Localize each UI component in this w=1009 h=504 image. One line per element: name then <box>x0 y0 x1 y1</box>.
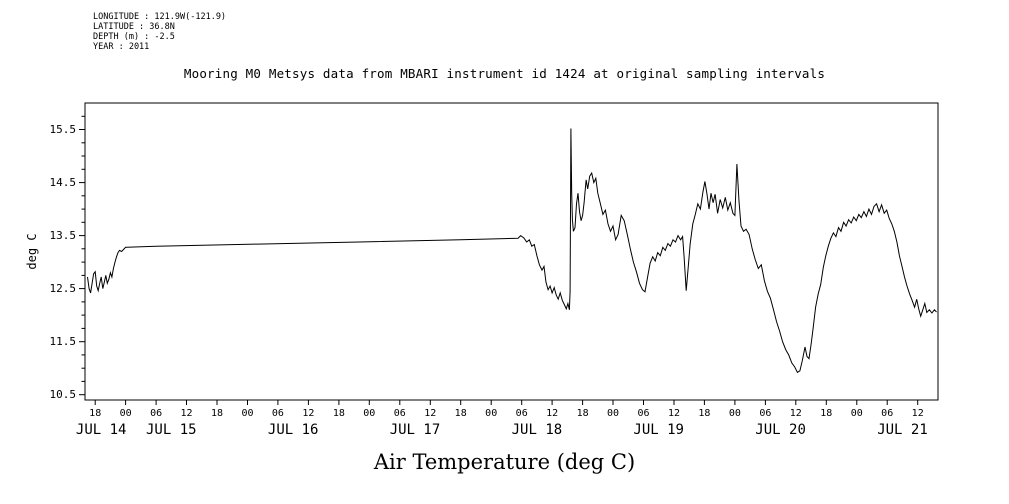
svg-text:18: 18 <box>89 408 101 419</box>
y-axis-title: deg C <box>25 233 39 269</box>
svg-text:00: 00 <box>241 408 253 419</box>
svg-text:06: 06 <box>759 408 771 419</box>
svg-text:00: 00 <box>485 408 497 419</box>
svg-text:10.5: 10.5 <box>50 388 77 401</box>
svg-text:06: 06 <box>637 408 649 419</box>
svg-text:JUL 15: JUL 15 <box>146 422 197 438</box>
svg-text:06: 06 <box>150 408 162 419</box>
svg-text:JUL 17: JUL 17 <box>390 422 441 438</box>
meta-longitude: LONGITUDE : 121.9W(-121.9) <box>93 12 227 22</box>
svg-text:18: 18 <box>455 408 467 419</box>
meta-depth: DEPTH (m) : -2.5 <box>93 32 175 42</box>
meta-year: YEAR : 2011 <box>93 42 150 52</box>
x-axis-hour-labels: 18 00 06 12 18 00 06 12 18 00 06 12 18 00 06 12 18 00 06 12… <box>89 408 924 419</box>
svg-text:06: 06 <box>516 408 528 419</box>
svg-text:00: 00 <box>607 408 619 419</box>
temperature-trace <box>87 128 937 374</box>
svg-text:12: 12 <box>424 408 436 419</box>
svg-text:13.5: 13.5 <box>50 229 77 242</box>
svg-text:06: 06 <box>394 408 406 419</box>
svg-text:18: 18 <box>333 408 345 419</box>
svg-text:12: 12 <box>180 408 192 419</box>
svg-text:JUL 20: JUL 20 <box>755 422 806 438</box>
svg-text:00: 00 <box>851 408 863 419</box>
svg-text:12: 12 <box>302 408 314 419</box>
svg-text:JUL 19: JUL 19 <box>633 422 684 438</box>
svg-text:18: 18 <box>698 408 710 419</box>
svg-text:00: 00 <box>729 408 741 419</box>
svg-text:00: 00 <box>363 408 375 419</box>
y-axis-tick-labels: 10.5 11.5 12.5 13.5 14.5 15.5 <box>50 123 77 401</box>
svg-text:12: 12 <box>668 408 680 419</box>
meta-latitude: LATITUDE : 36.8N <box>93 22 175 32</box>
svg-text:12: 12 <box>912 408 924 419</box>
svg-text:12: 12 <box>790 408 802 419</box>
chart-title: Mooring M0 Metsys data from MBARI instru… <box>183 66 826 81</box>
chart-caption: Air Temperature (deg C) <box>373 450 636 474</box>
svg-text:12.5: 12.5 <box>50 282 77 295</box>
plot-box <box>84 102 939 401</box>
svg-text:06: 06 <box>881 408 893 419</box>
svg-text:06: 06 <box>272 408 284 419</box>
x-axis-day-labels: JUL 14 JUL 15 JUL 16 JUL 17 JUL 18 JUL 19 JUL … <box>76 422 928 438</box>
svg-text:JUL 16: JUL 16 <box>268 422 319 438</box>
svg-text:18: 18 <box>820 408 832 419</box>
svg-text:12: 12 <box>546 408 558 419</box>
svg-text:JUL 14: JUL 14 <box>76 422 127 438</box>
svg-text:14.5: 14.5 <box>50 176 77 189</box>
x-axis-ticks <box>94 400 919 405</box>
svg-text:11.5: 11.5 <box>50 335 77 348</box>
svg-text:15.5: 15.5 <box>50 123 77 136</box>
svg-text:00: 00 <box>120 408 132 419</box>
svg-text:JUL 18: JUL 18 <box>512 422 563 438</box>
header-metadata: LONGITUDE : 121.9W(-121.9) LATITUDE : 36… <box>93 12 226 52</box>
svg-text:JUL 21: JUL 21 <box>877 422 928 438</box>
y-axis-ticks <box>79 115 85 396</box>
svg-text:18: 18 <box>211 408 223 419</box>
svg-text:18: 18 <box>577 408 589 419</box>
